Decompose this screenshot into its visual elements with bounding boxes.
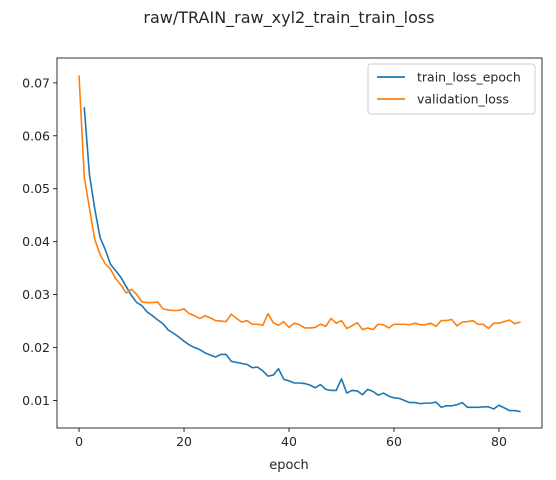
y-tick-label: 0.06 bbox=[22, 128, 50, 143]
ticks: 0 20 40 60 80 0.01 0.02 0.03 0.04 0.05 0.06 0.07 bbox=[22, 75, 507, 449]
legend-label-train-loss-epoch: train_loss_epoch bbox=[417, 70, 521, 85]
y-tick-label: 0.01 bbox=[22, 393, 50, 408]
x-tick-label: 40 bbox=[281, 434, 297, 449]
y-tick-label: 0.02 bbox=[22, 340, 50, 355]
lines bbox=[79, 76, 520, 412]
x-tick-label: 80 bbox=[491, 434, 507, 449]
x-tick-label: 0 bbox=[75, 434, 83, 449]
y-tick-label: 0.07 bbox=[22, 75, 50, 90]
x-axis-label: epoch bbox=[269, 458, 309, 473]
chart-title: raw/TRAIN_raw_xyl2_train_train_loss bbox=[143, 8, 434, 28]
y-tick-label: 0.04 bbox=[22, 234, 50, 249]
y-tick-label: 0.05 bbox=[22, 181, 50, 196]
y-tick-label: 0.03 bbox=[22, 287, 50, 302]
x-tick-label: 60 bbox=[386, 434, 402, 449]
legend-label-validation-loss: validation_loss bbox=[417, 92, 509, 107]
series-line-train-loss-epoch bbox=[84, 108, 520, 412]
x-tick-label: 20 bbox=[176, 434, 192, 449]
legend: train_loss_epoch validation_loss bbox=[368, 64, 535, 114]
